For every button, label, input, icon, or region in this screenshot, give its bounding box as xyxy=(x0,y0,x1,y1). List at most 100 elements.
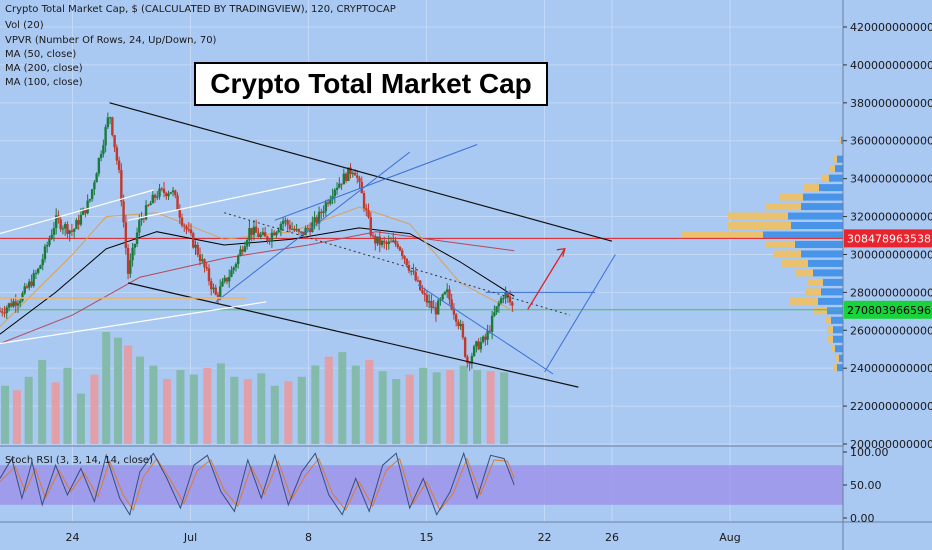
candle-body xyxy=(338,183,341,188)
y-tick-label: 260000000000 xyxy=(850,324,932,337)
x-tick-label: 22 xyxy=(538,531,552,544)
red-arrow-head xyxy=(556,248,566,257)
volume-bar xyxy=(243,379,252,444)
candle-body xyxy=(140,218,143,221)
candle-body xyxy=(461,323,465,338)
candle-body xyxy=(506,292,510,297)
candle-body xyxy=(10,303,13,307)
candle-body xyxy=(331,196,334,200)
candle-body xyxy=(351,172,354,174)
candle-body xyxy=(295,229,298,231)
candle-body xyxy=(398,247,402,251)
candle-body xyxy=(432,307,435,309)
candle-body xyxy=(90,189,94,200)
candle-body xyxy=(142,218,146,220)
volume-bar xyxy=(432,372,441,444)
candle-body xyxy=(463,337,467,357)
vpvr-down-bar xyxy=(779,193,803,201)
volume-bar xyxy=(419,367,428,444)
vpvr-down-bar xyxy=(765,240,795,248)
vpvr-up-bar xyxy=(808,259,843,267)
y-tick-label: 280000000000 xyxy=(850,286,932,299)
vpvr-up-bar xyxy=(763,231,843,239)
candle-body xyxy=(243,246,247,252)
vpvr-up-bar xyxy=(833,335,843,343)
volume-bar xyxy=(297,376,306,444)
candle-body xyxy=(63,224,67,229)
candle-body xyxy=(266,236,269,242)
annotation-title[interactable]: Crypto Total Market Cap xyxy=(194,62,548,106)
volume-bar xyxy=(124,345,133,444)
candle-body xyxy=(430,301,433,308)
candle-body xyxy=(212,287,215,290)
vpvr-up-bar xyxy=(831,316,843,324)
candle-body xyxy=(81,208,85,215)
volume-bar xyxy=(162,379,171,444)
candle-body xyxy=(317,211,321,224)
candle-body xyxy=(0,311,2,313)
candle-body xyxy=(66,224,69,234)
candle-body xyxy=(441,294,444,300)
white-trend-line xyxy=(0,189,154,235)
candle-body xyxy=(189,229,193,234)
candle-body xyxy=(380,240,384,245)
candle-body xyxy=(216,294,220,297)
y-tick-label: 240000000000 xyxy=(850,362,932,375)
symbol-line[interactable]: Crypto Total Market Cap, $ (CALCULATED B… xyxy=(5,4,396,15)
indicator-ma200[interactable]: MA (200, close) xyxy=(5,63,83,74)
white-trend-line xyxy=(128,178,326,221)
ma200-line xyxy=(0,231,515,344)
candle-body xyxy=(268,240,271,242)
candle-body xyxy=(205,267,208,269)
red-arrow-line xyxy=(527,248,566,310)
candle-body xyxy=(452,309,456,315)
indicator-vpvr[interactable]: VPVR (Number Of Rows, 24, Up/Down, 70) xyxy=(5,35,217,46)
candle-body xyxy=(43,246,47,260)
volume-bar xyxy=(311,365,320,444)
candle-body xyxy=(504,292,507,299)
candle-body xyxy=(479,342,483,350)
candle-body xyxy=(277,229,280,233)
indicator-ma50[interactable]: MA (50, close) xyxy=(5,49,77,60)
indicator-ma100[interactable]: MA (100, close) xyxy=(5,77,83,88)
stoch-rsi-label[interactable]: Stoch RSI (3, 3, 14, 14, close) xyxy=(5,455,153,466)
vpvr-down-bar xyxy=(813,307,827,315)
candle-body xyxy=(97,158,101,174)
rsi-tick-label: 100.00 xyxy=(850,446,889,459)
volume-bar xyxy=(405,374,414,444)
candle-body xyxy=(475,341,478,347)
vpvr-down-bar xyxy=(827,326,833,334)
candle-body xyxy=(454,314,458,322)
candle-body xyxy=(436,300,440,315)
vpvr-up-bar xyxy=(837,364,843,372)
candle-body xyxy=(45,245,49,247)
ma100-line xyxy=(0,227,515,335)
y-tick-label: 380000000000 xyxy=(850,97,932,110)
candle-body xyxy=(369,217,372,236)
vpvr-up-bar xyxy=(835,165,843,173)
candle-body xyxy=(466,356,469,364)
rsi-tick-label: 50.00 xyxy=(850,479,882,492)
indicator-vol[interactable]: Vol (20) xyxy=(5,20,44,31)
x-tick-label: 26 xyxy=(605,531,619,544)
volume-bar xyxy=(392,379,401,444)
candle-body xyxy=(272,232,276,236)
candle-body xyxy=(484,336,487,340)
candle-body xyxy=(248,228,251,241)
price-tag-red xyxy=(844,229,932,248)
candle-body xyxy=(75,220,78,230)
candle-body xyxy=(21,293,24,301)
candle-body xyxy=(410,270,413,272)
candle-body xyxy=(102,145,105,155)
candle-body xyxy=(324,202,328,212)
candle-body xyxy=(72,229,76,232)
candle-body xyxy=(169,192,172,194)
candle-body xyxy=(32,273,35,286)
candle-body xyxy=(315,217,319,224)
volume-bar xyxy=(365,360,374,444)
candle-body xyxy=(153,194,157,198)
rsi-band xyxy=(0,465,843,505)
candle-body xyxy=(48,239,51,246)
candle-body xyxy=(23,286,26,294)
